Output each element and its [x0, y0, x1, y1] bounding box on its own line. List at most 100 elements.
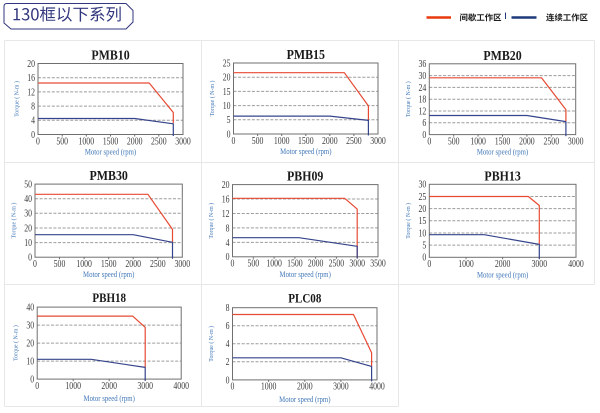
svg-text:5: 5 [227, 114, 231, 125]
svg-text:1500: 1500 [287, 258, 303, 269]
svg-text:1500: 1500 [101, 258, 117, 269]
svg-text:2500: 2500 [150, 258, 166, 269]
svg-text:20: 20 [223, 72, 231, 83]
svg-text:16: 16 [222, 193, 230, 204]
svg-text:12: 12 [222, 208, 230, 219]
svg-text:0: 0 [427, 135, 431, 146]
svg-text:1000: 1000 [470, 135, 486, 146]
svg-text:2: 2 [226, 356, 230, 367]
svg-text:3000: 3000 [349, 258, 365, 269]
svg-text:10: 10 [223, 100, 231, 111]
svg-text:3000: 3000 [532, 258, 548, 269]
svg-text:0: 0 [31, 129, 35, 140]
svg-text:30: 30 [419, 70, 427, 81]
svg-text:Motor speed (rpm): Motor speed (rpm) [477, 270, 529, 280]
svg-text:1000: 1000 [76, 258, 92, 269]
svg-text:3000: 3000 [333, 381, 349, 392]
svg-text:Torque ( N-m ): Torque ( N-m ) [209, 81, 216, 117]
svg-text:0: 0 [30, 374, 34, 385]
svg-text:PBH13: PBH13 [484, 167, 521, 183]
svg-text:2000: 2000 [495, 258, 511, 269]
svg-text:25: 25 [223, 57, 231, 68]
svg-text:30: 30 [26, 320, 34, 331]
svg-text:20: 20 [27, 58, 35, 69]
svg-text:1500: 1500 [103, 135, 119, 146]
svg-text:1500: 1500 [495, 135, 511, 146]
svg-text:5: 5 [422, 240, 426, 251]
svg-text:2000: 2000 [101, 380, 117, 391]
svg-text:Motor speed (rpm): Motor speed (rpm) [279, 394, 331, 404]
svg-text:0: 0 [33, 258, 37, 269]
svg-text:3000: 3000 [175, 258, 191, 269]
svg-text:500: 500 [54, 258, 66, 269]
svg-text:0: 0 [427, 258, 431, 269]
svg-text:25: 25 [419, 191, 427, 202]
svg-text:2500: 2500 [544, 135, 560, 146]
svg-text:Motor speed (rpm): Motor speed (rpm) [280, 146, 332, 156]
svg-text:PMB20: PMB20 [483, 47, 521, 63]
svg-text:20: 20 [419, 203, 427, 214]
svg-text:36: 36 [419, 58, 427, 69]
svg-text:3000: 3000 [175, 135, 191, 146]
svg-text:Motor speed (rpm): Motor speed (rpm) [84, 393, 136, 403]
svg-text:500: 500 [56, 135, 68, 146]
svg-text:PBH09: PBH09 [287, 168, 324, 184]
svg-text:2500: 2500 [346, 135, 362, 146]
svg-text:8: 8 [31, 101, 35, 112]
svg-text:30: 30 [419, 179, 427, 190]
svg-text:4: 4 [226, 338, 230, 349]
svg-text:0: 0 [36, 135, 40, 146]
svg-text:0: 0 [226, 374, 230, 385]
svg-text:8: 8 [226, 302, 230, 313]
svg-text:500: 500 [247, 258, 259, 269]
svg-text:PMB30: PMB30 [90, 167, 128, 183]
svg-text:1000: 1000 [79, 135, 95, 146]
svg-text:0: 0 [226, 251, 230, 262]
svg-text:6: 6 [226, 320, 230, 331]
svg-text:15: 15 [223, 86, 231, 97]
svg-text:30: 30 [24, 208, 32, 219]
svg-text:Torque ( N-m ): Torque ( N-m ) [405, 81, 412, 117]
svg-text:Motor speed (rpm): Motor speed (rpm) [280, 269, 332, 279]
svg-text:24: 24 [419, 82, 427, 93]
svg-text:15: 15 [419, 215, 427, 226]
svg-text:12: 12 [419, 105, 427, 116]
svg-text:1000: 1000 [266, 258, 282, 269]
svg-text:Motor speed (rpm): Motor speed (rpm) [477, 147, 529, 157]
svg-text:Torque ( N-m ): Torque ( N-m ) [11, 203, 18, 239]
svg-text:2000: 2000 [322, 135, 338, 146]
svg-text:4000: 4000 [369, 381, 385, 392]
svg-text:Torque ( N-m ): Torque ( N-m ) [14, 81, 21, 117]
svg-text:3000: 3000 [370, 135, 386, 146]
svg-text:1000: 1000 [65, 380, 81, 391]
svg-text:Motor speed (rpm): Motor speed (rpm) [85, 147, 137, 157]
svg-text:PMB15: PMB15 [287, 46, 326, 62]
svg-text:Torque ( N-m ): Torque ( N-m ) [13, 325, 20, 361]
svg-text:10: 10 [26, 356, 34, 367]
svg-text:2000: 2000 [125, 258, 141, 269]
svg-text:3500: 3500 [370, 258, 386, 269]
svg-text:16: 16 [27, 72, 35, 83]
svg-text:4: 4 [31, 115, 35, 126]
svg-text:3000: 3000 [568, 135, 584, 146]
svg-text:0: 0 [28, 252, 32, 263]
svg-text:1000: 1000 [261, 381, 277, 392]
svg-text:0: 0 [232, 135, 236, 146]
svg-text:40: 40 [26, 302, 34, 313]
svg-text:4000: 4000 [568, 258, 584, 269]
svg-text:2500: 2500 [329, 258, 345, 269]
svg-text:Torque ( N-m ): Torque ( N-m ) [208, 326, 215, 362]
svg-text:500: 500 [252, 135, 264, 146]
svg-text:4: 4 [226, 237, 230, 248]
svg-text:2000: 2000 [519, 135, 535, 146]
svg-text:50: 50 [24, 179, 32, 190]
svg-text:40: 40 [24, 193, 32, 204]
svg-text:500: 500 [448, 135, 460, 146]
svg-text:10: 10 [24, 237, 32, 248]
svg-text:20: 20 [26, 338, 34, 349]
svg-text:10: 10 [419, 227, 427, 238]
svg-text:1500: 1500 [298, 135, 314, 146]
svg-text:PMB10: PMB10 [91, 47, 129, 63]
svg-text:2000: 2000 [127, 135, 143, 146]
svg-text:PBH18: PBH18 [92, 290, 126, 305]
